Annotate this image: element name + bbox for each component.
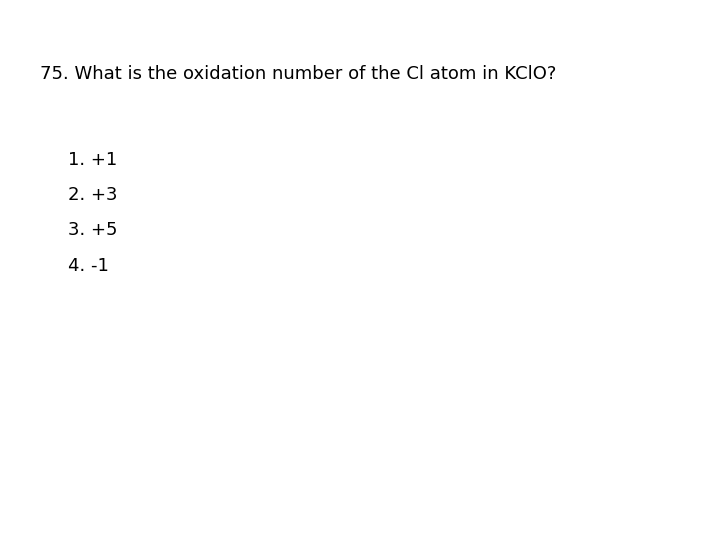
Text: 75. What is the oxidation number of the Cl atom in KClO?: 75. What is the oxidation number of the … xyxy=(40,65,556,83)
Text: 3. +5: 3. +5 xyxy=(68,221,118,239)
Text: 1. +1: 1. +1 xyxy=(68,151,117,169)
Text: 2. +3: 2. +3 xyxy=(68,186,118,204)
Text: 4. -1: 4. -1 xyxy=(68,256,109,274)
